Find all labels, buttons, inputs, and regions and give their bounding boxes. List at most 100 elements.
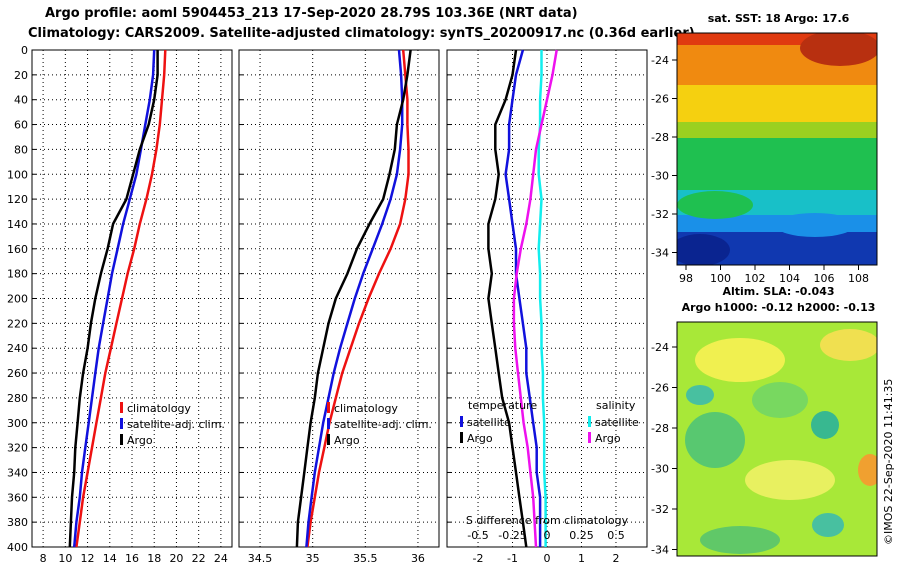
secondary-axis-tick-label: -0.5 <box>467 529 488 542</box>
temperature-legend-swatch <box>120 434 123 445</box>
temperature-x-tick-label: 14 <box>103 552 117 565</box>
sst-lon-label: 100 <box>710 272 731 285</box>
salinity-legend-label: Argo <box>334 434 360 447</box>
salinity-legend-label: climatology <box>334 402 398 415</box>
temperature-x-tick-label: 18 <box>147 552 161 565</box>
depth-tick-label: 120 <box>7 193 28 206</box>
temperature-legend-swatch <box>460 416 463 427</box>
sla-orange-1 <box>858 454 877 486</box>
depth-tick-label: 60 <box>14 119 28 132</box>
depth-tick-label: 300 <box>7 417 28 430</box>
temperature-x-tick-label: 22 <box>192 552 206 565</box>
sst-lon-label: 104 <box>779 272 800 285</box>
sst-lon-label: 108 <box>848 272 869 285</box>
temperature-x-tick-label: 20 <box>169 552 183 565</box>
temperature-legend-label: climatology <box>127 402 191 415</box>
sla-map-title-1: Altim. SLA: -0.043 <box>722 285 835 298</box>
sst-lat-label: -32 <box>651 208 669 221</box>
temperature-legend-label: satellite <box>467 416 511 429</box>
salinity-legend-label: satellite <box>595 416 639 429</box>
depth-tick-label: 240 <box>7 342 28 355</box>
sla-teal-3 <box>812 513 844 537</box>
salinity-series-satellite-adj-clim- <box>305 49 404 548</box>
sst-lat-label: -30 <box>651 170 669 183</box>
sst-band-green <box>677 138 877 193</box>
temperature-legend-swatch <box>120 402 123 413</box>
title-line-2: Climatology: CARS2009. Satellite-adjuste… <box>28 26 695 41</box>
temperature-x-tick-label: 24 <box>214 552 228 565</box>
salinity-panel: 34.5 35 35.5 36 climatology satellite-adj. cl… <box>238 49 440 565</box>
depth-tick-label: 160 <box>7 243 28 256</box>
difference-x-tick-label: 1 <box>578 552 585 565</box>
depth-tick-label: 200 <box>7 293 28 306</box>
sla-lat-label: -26 <box>651 382 669 395</box>
sst-warm-patch <box>800 33 877 66</box>
temperature-frame <box>31 49 233 548</box>
salinity-legend-label: satellite-adj. clim. <box>334 418 432 431</box>
temperature-series-argo <box>68 50 159 548</box>
difference-frame <box>446 49 648 548</box>
sst-lon-label: 98 <box>679 272 693 285</box>
temperature-legend-swatch <box>460 432 463 443</box>
sla-teal-2 <box>686 385 714 405</box>
difference-x-tick-label: -2 <box>473 552 484 565</box>
sla-green-2 <box>752 382 808 418</box>
temperature-series-satellite-adj-clim- <box>72 49 156 548</box>
sla-lat-label: -32 <box>651 503 669 516</box>
depth-tick-label: 140 <box>7 218 28 231</box>
salinity-legend-swatch <box>588 416 591 427</box>
sst-lat-label: -34 <box>651 247 669 260</box>
salinity-frame <box>238 49 440 548</box>
temperature-legend-label: satellite-adj. clim. <box>127 418 225 431</box>
temperature-x-tick-label: 8 <box>40 552 47 565</box>
secondary-axis-tick-label: -0.25 <box>498 529 526 542</box>
salinity-legend-swatch <box>327 434 330 445</box>
temperature-x-tick-label: 10 <box>58 552 72 565</box>
sla-teal-1 <box>811 411 839 439</box>
sla-green-3 <box>700 526 780 554</box>
depth-tick-label: 380 <box>7 516 28 529</box>
depth-tick-label: 0 <box>21 44 28 57</box>
difference-x-tick-label: 2 <box>612 552 619 565</box>
sla-yellow-2 <box>820 329 877 361</box>
title-line-1: Argo profile: aoml 5904453_213 17-Sep-20… <box>45 6 578 21</box>
timestamp-stamp: ©IMOS 22-Sep-2020 11:41:35 <box>882 378 895 545</box>
sla-lat-label: -24 <box>651 341 669 354</box>
difference-panel: -2 -1 0 1 2 temperature satellite Argo salinity s… <box>446 49 648 565</box>
difference-x-tick-label: -1 <box>507 552 518 565</box>
secondary-axis-label: S difference from climatology <box>466 514 629 527</box>
temperature-legend-label: Argo <box>467 432 493 445</box>
depth-tick-label: 180 <box>7 268 28 281</box>
salinity-series-argo <box>295 49 412 548</box>
temperature-panel: 8 10 12 14 16 18 20 22 2402040608010012014016018… <box>7 44 233 565</box>
salinity-series-climatology <box>306 49 410 548</box>
difference-series-temperature-argo <box>487 49 528 548</box>
sla-map <box>676 321 878 557</box>
sst-lon-label: 102 <box>745 272 766 285</box>
salinity-x-tick-label: 36 <box>411 552 425 565</box>
depth-tick-label: 100 <box>7 168 28 181</box>
depth-tick-label: 340 <box>7 466 28 479</box>
sla-yellow-1 <box>695 338 785 382</box>
sla-map-title-2: Argo h1000: -0.12 h2000: -0.13 <box>681 301 876 314</box>
difference-x-tick-label: 0 <box>544 552 551 565</box>
sst-blue-patch <box>775 213 855 237</box>
depth-tick-label: 80 <box>14 143 28 156</box>
sst-green-patch <box>677 191 753 219</box>
sla-lat-label: -30 <box>651 463 669 476</box>
temperature-legend-label: Argo <box>127 434 153 447</box>
temperature-series-climatology <box>75 49 167 548</box>
sla-yellow-3 <box>745 460 835 500</box>
depth-tick-label: 360 <box>7 491 28 504</box>
depth-tick-label: 20 <box>14 69 28 82</box>
sst-map-title: sat. SST: 18 Argo: 17.6 <box>707 12 850 25</box>
salinity-legend-swatch <box>327 402 330 413</box>
secondary-axis-tick-label: 0.25 <box>569 529 594 542</box>
depth-tick-label: 220 <box>7 317 28 330</box>
sst-lat-label: -24 <box>651 54 669 67</box>
temperature-legend-title: temperature <box>468 399 537 412</box>
temperature-x-tick-label: 12 <box>81 552 95 565</box>
salinity-x-tick-label: 35.5 <box>353 552 378 565</box>
sst-band-lime <box>677 122 877 140</box>
